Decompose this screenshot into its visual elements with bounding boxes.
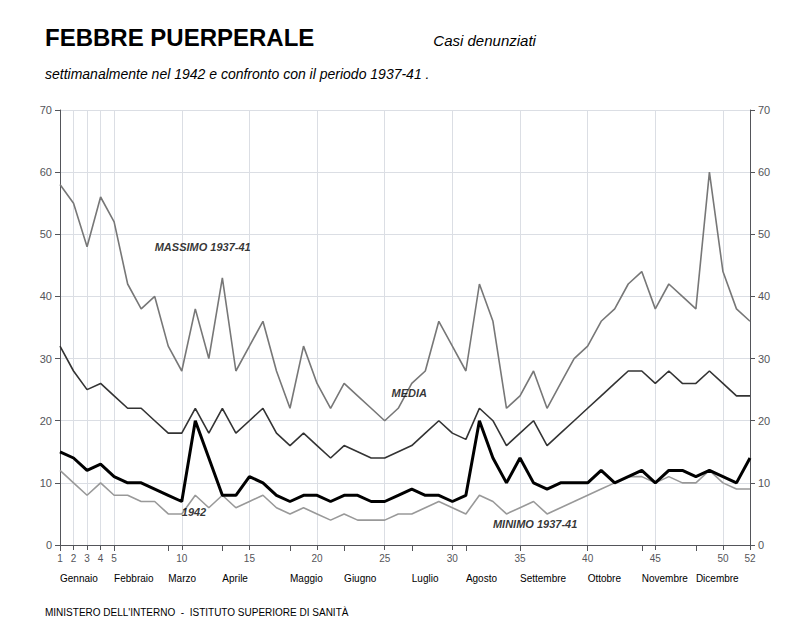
svg-text:1942: 1942 (182, 506, 206, 518)
svg-text:70: 70 (758, 104, 770, 116)
svg-text:Novembre: Novembre (642, 573, 689, 584)
svg-text:0: 0 (46, 539, 52, 551)
svg-text:50: 50 (40, 228, 52, 240)
svg-text:30: 30 (758, 353, 770, 365)
svg-text:5: 5 (111, 553, 117, 564)
svg-text:20: 20 (40, 415, 52, 427)
svg-text:40: 40 (40, 290, 52, 302)
svg-text:50: 50 (758, 228, 770, 240)
svg-text:40: 40 (758, 290, 770, 302)
svg-text:Gennaio: Gennaio (60, 573, 98, 584)
svg-text:2: 2 (71, 553, 77, 564)
svg-text:1: 1 (57, 553, 63, 564)
svg-text:15: 15 (244, 553, 256, 564)
svg-text:Dicembre: Dicembre (696, 573, 739, 584)
svg-text:0: 0 (758, 539, 764, 551)
svg-text:MASSIMO 1937-41: MASSIMO 1937-41 (155, 241, 251, 253)
svg-text:10: 10 (758, 477, 770, 489)
svg-text:35: 35 (514, 553, 526, 564)
svg-text:52: 52 (744, 553, 756, 564)
svg-text:FEBBRE PUERPERALE: FEBBRE PUERPERALE (45, 24, 314, 51)
svg-text:Aprile: Aprile (222, 573, 248, 584)
svg-text:40: 40 (582, 553, 594, 564)
svg-text:60: 60 (40, 166, 52, 178)
svg-text:30: 30 (40, 353, 52, 365)
svg-text:25: 25 (379, 553, 391, 564)
svg-text:30: 30 (447, 553, 459, 564)
svg-text:3: 3 (84, 553, 90, 564)
svg-text:MINISTERO DELL'INTERNO - IST: MINISTERO DELL'INTERNO - ISTITUTO SUPERI… (45, 606, 349, 618)
svg-text:Agosto: Agosto (466, 573, 498, 584)
svg-text:4: 4 (98, 553, 104, 564)
svg-text:MEDIA: MEDIA (391, 387, 427, 399)
svg-text:70: 70 (40, 104, 52, 116)
svg-text:60: 60 (758, 166, 770, 178)
svg-text:Giugno: Giugno (344, 573, 377, 584)
svg-text:Settembre: Settembre (520, 573, 567, 584)
svg-text:Casi denunziati: Casi denunziati (425, 32, 537, 49)
svg-text:10: 10 (176, 553, 188, 564)
svg-text:20: 20 (311, 553, 323, 564)
svg-text:50: 50 (717, 553, 729, 564)
svg-text:20: 20 (758, 415, 770, 427)
svg-text:Luglio: Luglio (412, 573, 439, 584)
svg-text:settimanalmente nel 1942 e con: settimanalmente nel 1942 e confronto con… (45, 66, 429, 82)
svg-text:Ottobre: Ottobre (588, 573, 622, 584)
svg-text:10: 10 (40, 477, 52, 489)
svg-text:Febbraio: Febbraio (114, 573, 154, 584)
svg-text:MINIMO 1937-41: MINIMO 1937-41 (493, 518, 577, 530)
svg-text:Maggio: Maggio (290, 573, 323, 584)
svg-text:45: 45 (650, 553, 662, 564)
svg-text:Marzo: Marzo (168, 573, 196, 584)
